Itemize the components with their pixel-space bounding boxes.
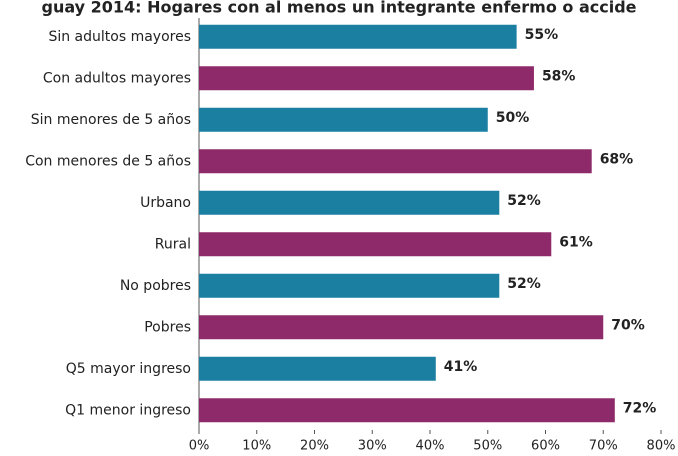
bar [199, 66, 534, 91]
value-label: 50% [496, 110, 530, 126]
x-tick-label: 70% [589, 439, 618, 454]
x-tick-label: 80% [647, 439, 676, 454]
value-label: 58% [542, 68, 576, 84]
y-tick-label: No pobres [120, 278, 191, 294]
value-label: 61% [559, 234, 593, 250]
value-label: 72% [623, 400, 657, 416]
chart-title: guay 2014: Hogares con al menos un integ… [41, 0, 636, 17]
value-label: 70% [611, 317, 645, 333]
bar [199, 24, 517, 49]
bar [199, 232, 552, 257]
x-tick-label: 50% [473, 439, 502, 454]
y-tick-label: Sin menores de 5 años [31, 112, 191, 128]
x-tick-label: 20% [300, 439, 329, 454]
y-tick-label: Pobres [144, 319, 191, 335]
bar [199, 190, 500, 215]
y-tick-label: Con menores de 5 años [25, 153, 191, 169]
bar [199, 398, 615, 423]
y-tick-label: Q1 menor ingreso [65, 402, 191, 418]
value-label: 52% [507, 193, 541, 209]
bar [199, 315, 604, 340]
x-tick-label: 0% [189, 439, 210, 454]
value-label: 52% [507, 276, 541, 292]
bar [199, 149, 592, 174]
y-tick-label: Rural [155, 236, 191, 252]
y-tick-label: Urbano [140, 195, 191, 211]
y-tick-label: Sin adultos mayores [48, 29, 191, 45]
value-label: 41% [444, 359, 478, 375]
y-tick-label: Q5 mayor ingreso [66, 361, 191, 377]
y-tick-label: Con adultos mayores [43, 70, 191, 86]
x-tick-label: 60% [531, 439, 560, 454]
bar [199, 273, 500, 298]
x-tick-label: 10% [242, 439, 271, 454]
value-label: 68% [600, 151, 634, 167]
bar [199, 107, 488, 132]
value-label: 55% [525, 27, 559, 43]
x-tick-label: 40% [416, 439, 445, 454]
bar [199, 356, 436, 381]
x-tick-label: 30% [358, 439, 387, 454]
